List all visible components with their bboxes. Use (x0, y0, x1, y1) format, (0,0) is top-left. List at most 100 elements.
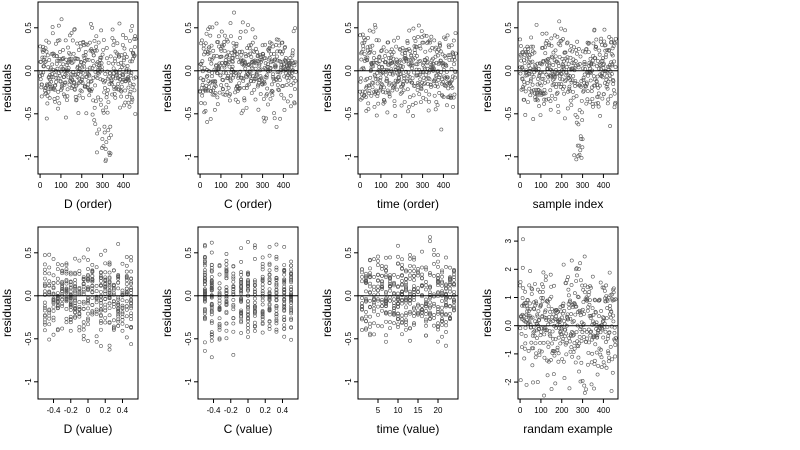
scatter-point (90, 286, 95, 291)
scatter-point (81, 289, 86, 294)
scatter-point (111, 326, 116, 331)
scatter-point (281, 62, 286, 67)
scatter-point (66, 66, 71, 70)
scatter-point (574, 330, 579, 335)
scatter-point (526, 46, 531, 51)
scatter-point (604, 77, 609, 82)
scatter-point (216, 34, 221, 39)
scatter-point (360, 328, 364, 332)
scatter-point (576, 46, 581, 51)
scatter-point (556, 335, 561, 340)
scatter-point (274, 312, 279, 317)
scatter-point (290, 53, 295, 58)
scatter-point (260, 255, 265, 260)
scatter-point (364, 278, 368, 283)
scatter-point (201, 43, 206, 48)
scatter-point (125, 94, 129, 99)
scatter-point (416, 311, 420, 316)
scatter-point (400, 282, 404, 287)
scatter-point (366, 91, 371, 96)
scatter-point (289, 278, 294, 283)
scatter-point (105, 56, 109, 61)
scatter-point (92, 48, 97, 53)
scatter-point (593, 298, 597, 303)
scatter-point (364, 327, 368, 332)
scatter-point (217, 323, 222, 328)
scatter-point (542, 88, 547, 92)
scatter-point (95, 60, 100, 65)
scatter-point (440, 318, 444, 323)
x-tick-label: -0.4 (207, 406, 221, 415)
scatter-point (96, 71, 101, 76)
scatter-point (256, 82, 261, 87)
scatter-point (53, 73, 58, 77)
scatter-point (452, 277, 456, 282)
scatter-point (531, 44, 535, 49)
scatter-point (605, 336, 610, 341)
scatter-point (119, 89, 124, 94)
x-tick-label: 100 (534, 406, 548, 415)
scatter-point (111, 61, 115, 66)
scatter-point (270, 74, 275, 79)
scatter-point (207, 85, 211, 89)
scatter-point (252, 292, 257, 297)
scatter-point (538, 340, 542, 345)
y-tick-label: -1 (344, 153, 353, 161)
scatter-point (392, 282, 396, 286)
scatter-point (238, 29, 243, 34)
scatter-point (275, 58, 280, 63)
scatter-point (209, 319, 214, 324)
scatter-point (556, 110, 561, 114)
scatter-point (584, 47, 589, 51)
scatter-point (239, 246, 244, 251)
scatter-point (378, 88, 382, 93)
scatter-point (537, 74, 542, 79)
scatter-point (362, 52, 367, 56)
scatter-point (86, 339, 90, 343)
scatter-point (231, 316, 236, 320)
scatter-point (64, 278, 69, 282)
scatter-point (574, 279, 579, 283)
scatter-point (102, 86, 107, 90)
scatter-point (436, 253, 440, 258)
scatter-point (547, 63, 552, 67)
scatter-point (224, 336, 229, 341)
y-axis-label: residuals (320, 64, 334, 112)
scatter-point (239, 308, 244, 313)
scatter-point (424, 297, 428, 302)
scatter-point (224, 274, 229, 279)
scatter-point (246, 322, 250, 327)
scatter-point (282, 74, 287, 79)
scatter-point (562, 91, 566, 96)
scatter-point (217, 336, 222, 341)
y-tick-label: 0.0 (504, 65, 513, 77)
scatter-point (404, 48, 409, 52)
scatter-point (526, 313, 531, 318)
plot-frame (197, 1, 299, 175)
scatter-point (604, 74, 609, 79)
scatter-point (266, 102, 270, 107)
scatter-point (396, 254, 400, 259)
scatter-point (124, 289, 129, 294)
scatter-point (107, 153, 112, 158)
scatter-point (111, 282, 116, 287)
scatter-point (225, 53, 230, 58)
scatter-point (432, 312, 436, 317)
scatter-point (51, 298, 56, 303)
scatter-point (123, 88, 127, 93)
y-axis-label: residuals (160, 289, 174, 337)
scatter-point (263, 42, 267, 47)
scatter-point (551, 82, 556, 86)
scatter-point (444, 323, 448, 328)
scatter-point (81, 306, 86, 311)
x-tick-label: 0 (38, 181, 43, 190)
scatter-point (116, 81, 121, 86)
scatter-point (579, 360, 584, 365)
scatter-point (525, 304, 529, 309)
scatter-point (572, 291, 577, 296)
scatter-point (202, 244, 207, 249)
scatter-point (532, 307, 537, 312)
scatter-point (380, 300, 384, 304)
scatter-point (112, 38, 117, 43)
scatter-point (246, 329, 250, 334)
